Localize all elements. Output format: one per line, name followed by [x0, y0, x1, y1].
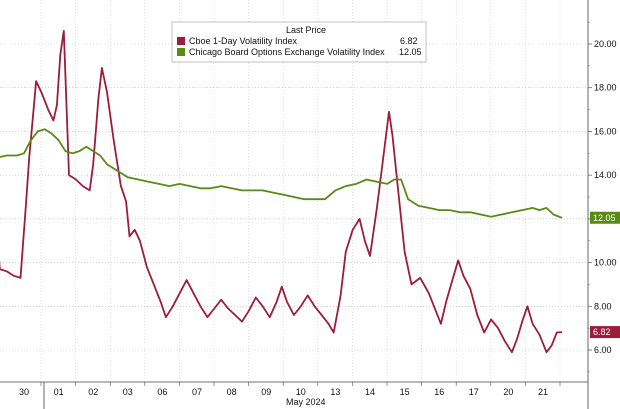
- y-tick-label: 14.00: [594, 170, 617, 180]
- x-tick-label: 01: [54, 387, 64, 397]
- end-tag-1day-vix: [590, 326, 620, 339]
- x-tick-label: 14: [365, 387, 375, 397]
- x-tick-label: 30: [19, 387, 29, 397]
- x-tick-label: 08: [227, 387, 237, 397]
- x-axis-label: May 2024: [286, 397, 326, 407]
- legend-value-1day: 6.82: [400, 36, 418, 46]
- x-tick-label: 16: [434, 387, 444, 397]
- x-tick-label: 03: [123, 387, 133, 397]
- x-tick-label: 15: [400, 387, 410, 397]
- legend-value-vix: 12.05: [399, 47, 422, 57]
- y-tick-label: 20.00: [594, 39, 617, 49]
- gridlines: [0, 0, 588, 382]
- y-tick-label: 8.00: [594, 301, 612, 311]
- x-tick-label: 07: [192, 387, 202, 397]
- legend-label-1day: Cboe 1-Day Volatility Index: [189, 36, 298, 46]
- x-tick-label: 02: [88, 387, 98, 397]
- y-tick-label: 18.00: [594, 83, 617, 93]
- end-label-vix: 12.05: [593, 213, 616, 223]
- legend-swatch-1day: [177, 37, 185, 45]
- series-line-1day-vix: [0, 30, 563, 354]
- series-line-vix: [0, 128, 563, 219]
- legend: Last Price Cboe 1-Day Volatility Index 6…: [171, 21, 427, 63]
- y-tick-label: 10.00: [594, 258, 617, 268]
- x-tick-label: 09: [261, 387, 271, 397]
- y-tick-label: 6.00: [594, 345, 612, 355]
- x-axis: 30 01 02 03 06 07 08 09 10 13 14 15 16 17 20 21: [0, 381, 588, 409]
- x-tick-label: 21: [538, 387, 548, 397]
- x-tick-label: 20: [503, 387, 513, 397]
- legend-title: Last Price: [286, 25, 326, 35]
- y-tick-label: 16.00: [594, 126, 617, 136]
- legend-swatch-vix: [177, 48, 185, 56]
- end-tag-vix: [590, 211, 620, 224]
- end-label-1day-vix: 6.82: [593, 327, 611, 337]
- x-tick-label: 10: [296, 387, 306, 397]
- series-layer: [0, 30, 563, 354]
- legend-label-vix: Chicago Board Options Exchange Volatilit…: [189, 47, 385, 57]
- x-tick-label: 13: [330, 387, 340, 397]
- end-labels: 6.82 12.05: [590, 211, 620, 339]
- x-tick-label: 17: [469, 387, 479, 397]
- legend-box: [171, 21, 427, 63]
- x-tick-label: 06: [157, 387, 167, 397]
